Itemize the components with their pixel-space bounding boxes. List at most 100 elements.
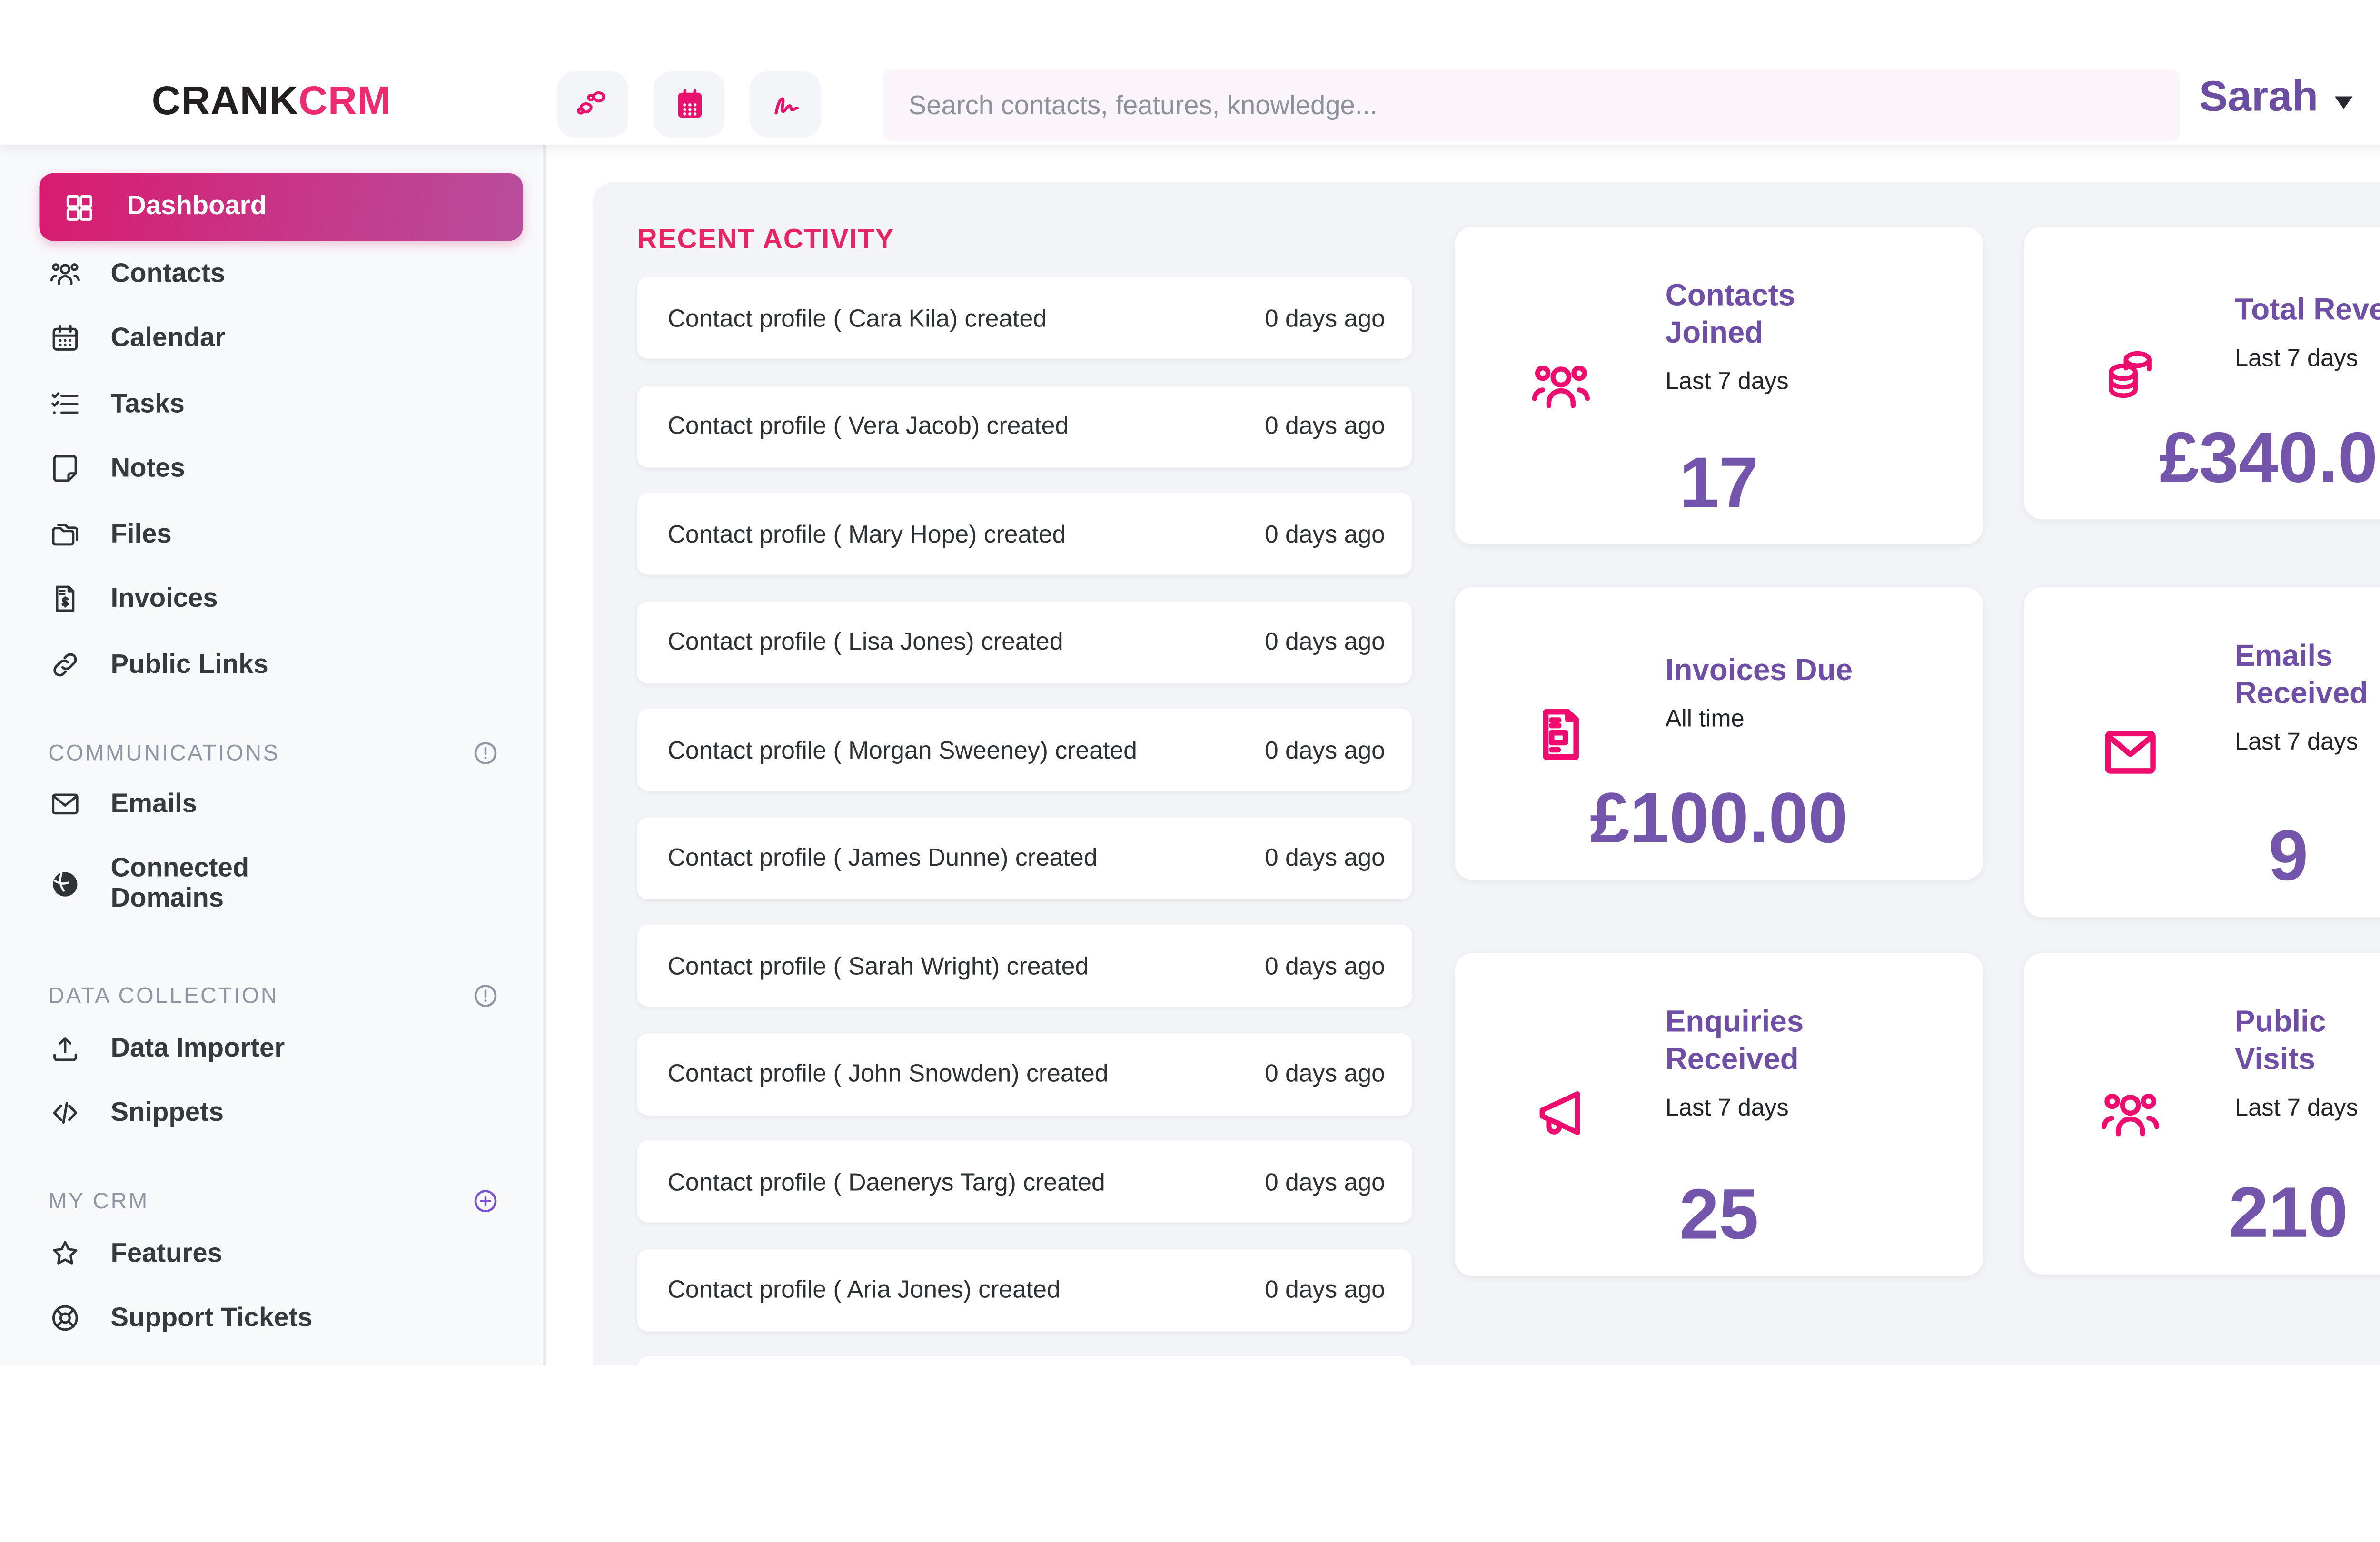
activity-row-partial[interactable] bbox=[637, 1356, 1412, 1365]
activity-row[interactable]: Contact profile ( Sarah Wright) created 0… bbox=[637, 924, 1412, 1007]
card-title: Total Revenue bbox=[2235, 293, 2380, 327]
card-value: 9 bbox=[2268, 817, 2309, 896]
sidebar-item-label: Calendar bbox=[110, 323, 226, 354]
sidebar-item-label: Notes bbox=[110, 453, 185, 484]
signature-icon bbox=[767, 86, 804, 123]
invoice-icon bbox=[48, 582, 82, 616]
sidebar-item-label: Data Importer bbox=[110, 1032, 285, 1063]
sidebar-item-notes[interactable]: Notes bbox=[0, 436, 543, 502]
info-icon[interactable] bbox=[471, 738, 500, 767]
activity-text: Contact profile ( Mary Hope) created bbox=[667, 520, 1066, 547]
calendar-icon bbox=[48, 322, 82, 356]
logo-accent: CRM bbox=[298, 79, 391, 123]
info-icon[interactable] bbox=[471, 982, 500, 1010]
sidebar-item-label: Support Tickets bbox=[110, 1303, 313, 1334]
section-label: MY CRM bbox=[48, 1188, 149, 1214]
card-value: 210 bbox=[2229, 1174, 2348, 1253]
dashboard-grid-icon bbox=[62, 190, 96, 224]
card-period: Last 7 days bbox=[2235, 345, 2358, 372]
activity-text: Contact profile ( Lisa Jones) created bbox=[667, 628, 1063, 655]
activity-text: Contact profile ( Sarah Wright) created bbox=[667, 952, 1089, 979]
section-communications: COMMUNICATIONS bbox=[0, 732, 543, 772]
add-crm-module-icon[interactable] bbox=[471, 1187, 500, 1216]
sidebar-item-emails[interactable]: Emails bbox=[0, 772, 543, 837]
activity-time: 0 days ago bbox=[1264, 844, 1385, 871]
sidebar-item-support-tickets[interactable]: Support Tickets bbox=[0, 1286, 543, 1351]
card-period: Last 7 days bbox=[2235, 1094, 2358, 1121]
sidebar-item-dashboard[interactable]: Dashboard bbox=[39, 173, 523, 241]
user-name: Sarah bbox=[2199, 73, 2319, 121]
card-value: 17 bbox=[1679, 444, 1759, 523]
activity-time: 0 days ago bbox=[1264, 1276, 1385, 1303]
activity-row[interactable]: Contact profile ( Aria Jones) created 0 d… bbox=[637, 1248, 1412, 1331]
section-my-crm: MY CRM bbox=[0, 1182, 543, 1221]
sidebar-item-label: Files bbox=[110, 518, 172, 549]
activity-text: Contact profile ( Daenerys Targ) created bbox=[667, 1168, 1105, 1195]
people-icon bbox=[1455, 227, 1666, 544]
chevron-down-icon bbox=[2334, 95, 2352, 108]
topbar: CRANKCRM bbox=[0, 0, 2380, 145]
card-title: Invoices Due bbox=[1665, 653, 1853, 687]
activity-time: 0 days ago bbox=[1264, 952, 1385, 979]
envelope-icon bbox=[2024, 587, 2235, 918]
section-label: DATA COLLECTION bbox=[48, 983, 279, 1008]
activity-time: 0 days ago bbox=[1264, 736, 1385, 763]
sidebar-item-label: Emails bbox=[110, 789, 197, 820]
card-title: Enquiries Received bbox=[1665, 1005, 1804, 1077]
sidebar-item-label: Invoices bbox=[110, 583, 218, 614]
sidebar-item-contacts[interactable]: Contacts bbox=[0, 241, 543, 306]
stat-card-emails-received: Emails Received Last 7 days 9 bbox=[2024, 587, 2380, 918]
footprints-button[interactable] bbox=[557, 71, 628, 138]
section-label: COMMUNICATIONS bbox=[48, 740, 280, 765]
card-title: Contacts Joined bbox=[1665, 278, 1795, 350]
star-icon bbox=[48, 1236, 82, 1270]
card-period: All time bbox=[1665, 705, 1745, 732]
sidebar-item-files[interactable]: Files bbox=[0, 502, 543, 567]
calendar-icon bbox=[670, 86, 708, 123]
footprints-icon bbox=[574, 86, 612, 123]
activity-row[interactable]: Contact profile ( James Dunne) created 0 … bbox=[637, 816, 1412, 899]
activity-text: Contact profile ( Vera Jacob) created bbox=[667, 412, 1069, 439]
sidebar-item-calendar[interactable]: Calendar bbox=[0, 306, 543, 371]
activity-row[interactable]: Contact profile ( Morgan Sweeney) create… bbox=[637, 708, 1412, 791]
activity-row[interactable]: Contact profile ( John Snowden) created 0… bbox=[637, 1032, 1412, 1115]
sidebar-item-label: Public Links bbox=[110, 649, 268, 680]
activity-time: 0 days ago bbox=[1264, 1168, 1385, 1195]
activity-row[interactable]: Contact profile ( Cara Kila) created 0 da… bbox=[637, 277, 1412, 359]
folder-icon bbox=[48, 517, 82, 551]
activity-row[interactable]: Contact profile ( Lisa Jones) created 0 d… bbox=[637, 600, 1412, 683]
signature-button[interactable] bbox=[750, 71, 821, 138]
sidebar-item-tasks[interactable]: Tasks bbox=[0, 371, 543, 436]
user-menu[interactable]: Sarah bbox=[2199, 73, 2352, 123]
sidebar-item-snippets[interactable]: Snippets bbox=[0, 1081, 543, 1146]
app-logo: CRANKCRM bbox=[152, 79, 391, 125]
invoice-icon bbox=[1455, 587, 1666, 880]
sidebar-item-features[interactable]: Features bbox=[0, 1221, 543, 1286]
lifebuoy-icon bbox=[48, 1302, 82, 1335]
people-icon bbox=[2024, 953, 2235, 1275]
sidebar-item-connected-domains[interactable]: Connected Domains bbox=[0, 837, 543, 930]
activity-row[interactable]: Contact profile ( Mary Hope) created 0 da… bbox=[637, 493, 1412, 575]
activity-time: 0 days ago bbox=[1264, 304, 1385, 331]
note-icon bbox=[48, 452, 82, 486]
sidebar-item-public-links[interactable]: Public Links bbox=[0, 632, 543, 697]
sidebar-item-invoices[interactable]: Invoices bbox=[0, 567, 543, 632]
globe-icon bbox=[48, 867, 82, 900]
activity-time: 0 days ago bbox=[1264, 520, 1385, 547]
sidebar-item-label: Snippets bbox=[110, 1097, 224, 1128]
checklist-icon bbox=[48, 387, 82, 421]
card-period: Last 7 days bbox=[1665, 1094, 1789, 1121]
sidebar: Dashboard Contacts bbox=[0, 144, 546, 1365]
stat-card-public-link-visits: Public Link Visits Last 7 days 210 bbox=[2024, 953, 2380, 1275]
coins-icon bbox=[2024, 227, 2235, 519]
search-input[interactable] bbox=[883, 69, 2180, 141]
activity-row[interactable]: Contact profile ( Daenerys Targ) created… bbox=[637, 1140, 1412, 1223]
sidebar-item-label: Contacts bbox=[110, 258, 226, 289]
sidebar-item-data-importer[interactable]: Data Importer bbox=[0, 1016, 543, 1081]
calendar-quick-button[interactable] bbox=[653, 71, 725, 138]
sidebar-item-label: Features bbox=[110, 1238, 222, 1268]
activity-text: Contact profile ( Aria Jones) created bbox=[667, 1276, 1061, 1303]
sidebar-item-label: Dashboard bbox=[127, 191, 267, 222]
activity-row[interactable]: Contact profile ( Vera Jacob) created 0 d… bbox=[637, 385, 1412, 467]
